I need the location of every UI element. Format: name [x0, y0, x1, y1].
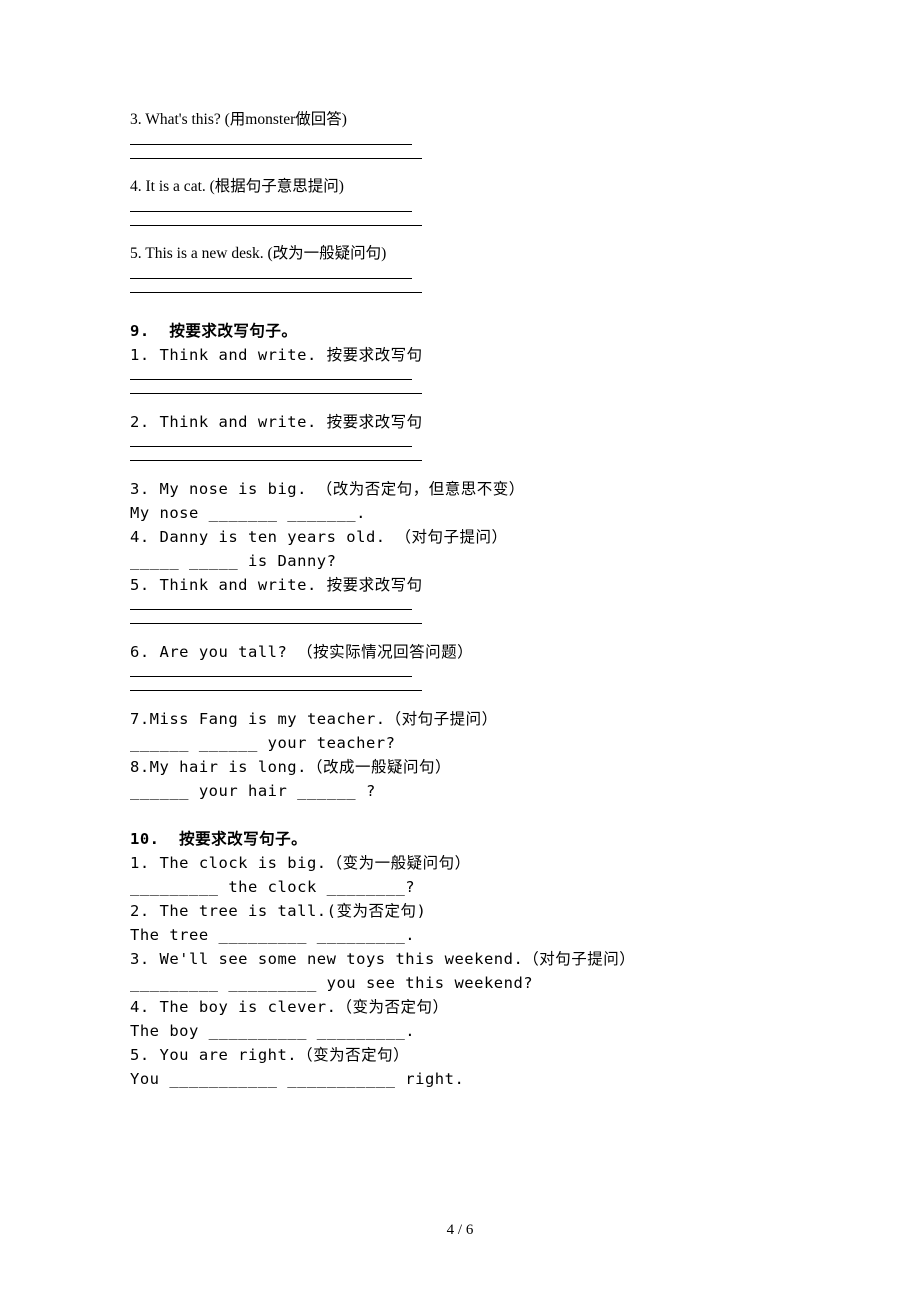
page: 3. What's this? (用monster做回答) 4. It is a…: [0, 0, 920, 1302]
s9-item-1: 1. Think and write. 按要求改写句: [130, 343, 790, 394]
s10-item-2-ans: The tree _________ _________.: [130, 923, 790, 947]
s9-item-3-ans: My nose _______ _______.: [130, 501, 790, 525]
answer-lines: [130, 596, 790, 624]
s10-item-3-ans: _________ _________ you see this weekend…: [130, 971, 790, 995]
blank-rule: [130, 279, 422, 293]
s9-item-6: 6. Are you tall? （按实际情况回答问题）: [130, 640, 790, 691]
item-text: 5. Think and write. 按要求改写句: [130, 573, 790, 597]
answer-lines: [130, 433, 790, 461]
question-5: 5. This is a new desk. (改为一般疑问句): [130, 242, 790, 293]
question-text: 3. What's this? (用monster做回答): [130, 108, 790, 132]
question-3: 3. What's this? (用monster做回答): [130, 108, 790, 159]
item-text: 6. Are you tall? （按实际情况回答问题）: [130, 640, 790, 664]
s10-item-4-ans: The boy __________ _________.: [130, 1019, 790, 1043]
s10-item-3: 3. We'll see some new toys this weekend.…: [130, 947, 790, 971]
s9-item-8-ans: ______ your hair ______ ?: [130, 779, 790, 803]
s10-item-4: 4. The boy is clever.（变为否定句）: [130, 995, 790, 1019]
question-text: 4. It is a cat. (根据句子意思提问): [130, 175, 790, 199]
s9-item-5: 5. Think and write. 按要求改写句: [130, 573, 790, 624]
answer-lines: [130, 198, 790, 226]
blank-rule: [130, 198, 412, 212]
s9-item-3: 3. My nose is big. （改为否定句，但意思不变）: [130, 477, 790, 501]
question-text: 5. This is a new desk. (改为一般疑问句): [130, 242, 790, 266]
s9-item-7: 7.Miss Fang is my teacher.（对句子提问）: [130, 707, 790, 731]
item-text: 1. Think and write. 按要求改写句: [130, 343, 790, 367]
blank-rule: [130, 380, 422, 394]
answer-lines: [130, 663, 790, 691]
s10-item-5-ans: You ___________ ___________ right.: [130, 1067, 790, 1091]
answer-lines: [130, 131, 790, 159]
blank-rule: [130, 663, 412, 677]
blank-rule: [130, 366, 412, 380]
answer-lines: [130, 366, 790, 394]
s9-item-4: 4. Danny is ten years old. （对句子提问）: [130, 525, 790, 549]
s9-item-2: 2. Think and write. 按要求改写句: [130, 410, 790, 461]
s10-item-1: 1. The clock is big.（变为一般疑问句）: [130, 851, 790, 875]
question-4: 4. It is a cat. (根据句子意思提问): [130, 175, 790, 226]
s10-item-5: 5. You are right.（变为否定句）: [130, 1043, 790, 1067]
blank-rule: [130, 677, 422, 691]
section-10-title: 10. 按要求改写句子。: [130, 827, 790, 851]
item-text: 2. Think and write. 按要求改写句: [130, 410, 790, 434]
blank-rule: [130, 433, 412, 447]
blank-rule: [130, 131, 412, 145]
s9-item-8: 8.My hair is long.（改成一般疑问句）: [130, 755, 790, 779]
blank-rule: [130, 265, 412, 279]
s9-item-4-ans: _____ _____ is Danny?: [130, 549, 790, 573]
blank-rule: [130, 447, 422, 461]
blank-rule: [130, 145, 422, 159]
page-footer: 4 / 6: [0, 1219, 920, 1242]
blank-rule: [130, 596, 412, 610]
answer-lines: [130, 265, 790, 293]
s9-item-7-ans: ______ ______ your teacher?: [130, 731, 790, 755]
section-9-title: 9. 按要求改写句子。: [130, 319, 790, 343]
blank-rule: [130, 212, 422, 226]
s10-item-2: 2. The tree is tall.(变为否定句): [130, 899, 790, 923]
blank-rule: [130, 610, 422, 624]
s10-item-1-ans: _________ the clock ________?: [130, 875, 790, 899]
